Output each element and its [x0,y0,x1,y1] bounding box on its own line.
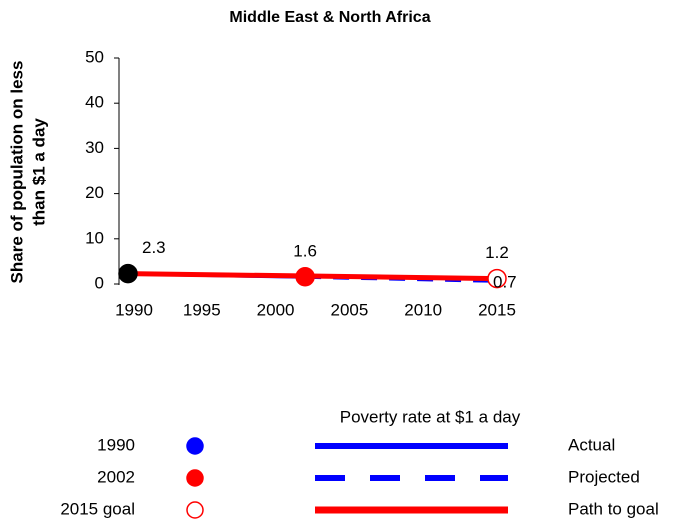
data-label: 1.2 [485,243,509,262]
point-marker [487,268,507,289]
point-marker [295,267,315,287]
x-tick-label: 2005 [330,300,368,319]
y-tick-label: 0 [95,273,104,292]
legend-label: Projected [568,467,640,486]
x-tick-label: 1995 [183,300,221,319]
y-axis-label: than $1 a day [29,118,48,226]
legend-label: 2015 goal [60,499,135,518]
y-tick-label: 20 [85,183,104,202]
legend-label: Path to goal [568,499,659,518]
x-tick-label: 2000 [257,300,295,319]
legend-marker [186,437,204,455]
data-label: 1.6 [293,241,317,260]
y-tick-label: 50 [85,47,104,66]
x-tick-label: 2015 [478,300,516,319]
chart-title: Middle East & North Africa [229,9,430,26]
legend-marker [186,469,204,487]
data-label: 2.3 [142,238,166,257]
legend-marker [186,501,204,519]
y-tick-label: 10 [85,228,104,247]
legend-label: 1990 [97,435,135,454]
y-tick-label: 40 [85,93,104,112]
x-tick-label: 1990 [115,300,153,319]
legend-label: 2002 [97,467,135,486]
legend-title: Poverty rate at $1 a day [340,407,521,426]
y-axis-label: Share of population on less [7,61,26,284]
y-tick-label: 30 [85,138,104,157]
data-label: 0.7 [493,272,517,291]
point-marker [118,263,138,284]
legend-label: Actual [568,435,615,454]
x-tick-label: 2010 [404,300,442,319]
